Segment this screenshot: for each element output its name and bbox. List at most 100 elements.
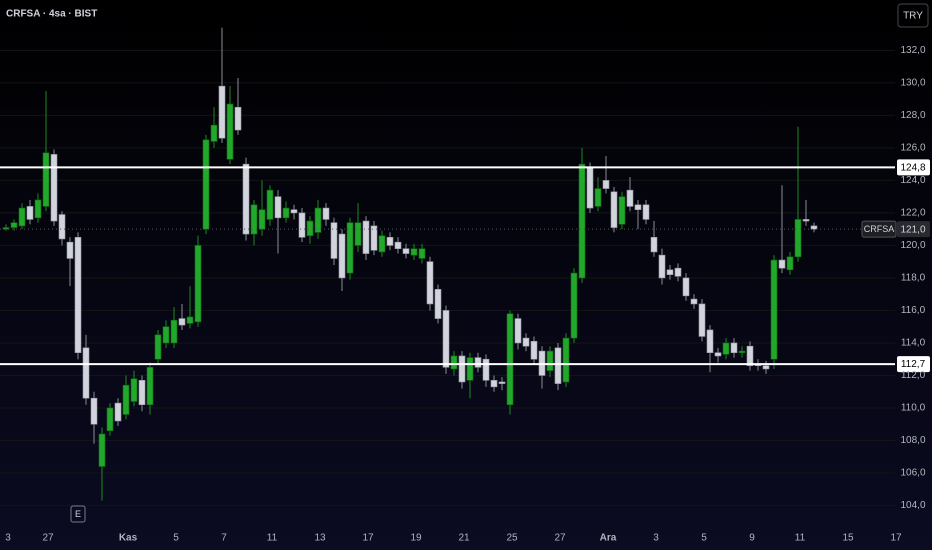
candle-body bbox=[26, 206, 34, 220]
candle-body bbox=[746, 345, 754, 367]
candle-body bbox=[90, 397, 98, 425]
candle-body bbox=[706, 329, 714, 354]
candle-body bbox=[586, 167, 594, 209]
overlay: CRFSA 121,0 124,8 112,7 bbox=[0, 159, 930, 373]
candle-body bbox=[338, 233, 346, 279]
x-tick-label: 13 bbox=[314, 533, 326, 544]
candle-body bbox=[154, 334, 162, 360]
candle-body bbox=[226, 103, 234, 160]
candle-body bbox=[250, 204, 258, 235]
candle-body bbox=[610, 191, 618, 228]
level-tag bbox=[897, 159, 930, 176]
y-tick-label: 112,0 bbox=[901, 370, 926, 381]
candle-body bbox=[778, 259, 786, 269]
chart-title: CRFSA · 4sa · BIST bbox=[6, 9, 97, 20]
candle-body bbox=[418, 248, 426, 259]
y-tick-label: 126,0 bbox=[900, 143, 925, 154]
candle-body bbox=[802, 219, 810, 222]
y-tick-label: 116,0 bbox=[901, 305, 926, 316]
candle-body bbox=[650, 237, 658, 253]
candle-body bbox=[674, 267, 682, 277]
last-price-label: 121,0 bbox=[900, 224, 925, 235]
candle-body bbox=[266, 189, 274, 220]
candle-body bbox=[498, 381, 506, 384]
x-tick-label: 5 bbox=[173, 533, 179, 544]
candle-body bbox=[122, 384, 130, 415]
candle-body bbox=[554, 347, 562, 384]
x-tick-label: 25 bbox=[506, 533, 518, 544]
candle-body bbox=[562, 337, 570, 383]
x-tick-label: 17 bbox=[362, 533, 374, 544]
candle-body bbox=[402, 248, 410, 254]
candle-body bbox=[82, 347, 90, 399]
candle-body bbox=[370, 225, 378, 251]
candle-body bbox=[18, 207, 26, 227]
candle-body bbox=[570, 272, 578, 339]
x-tick-label: 9 bbox=[749, 533, 755, 544]
level-tag bbox=[897, 356, 930, 373]
currency-button[interactable] bbox=[897, 3, 929, 28]
candle-body bbox=[682, 277, 690, 297]
candle-body bbox=[298, 212, 306, 238]
candle-body bbox=[578, 163, 586, 279]
candle-body bbox=[210, 124, 218, 142]
candle-body bbox=[178, 318, 186, 326]
candle-body bbox=[306, 220, 314, 236]
candle-body bbox=[378, 235, 386, 253]
y-tick-label: 128,0 bbox=[900, 110, 925, 121]
candle-body bbox=[146, 367, 154, 406]
x-tick-label: 27 bbox=[554, 533, 566, 544]
candle-body bbox=[290, 209, 298, 214]
x-tick-label: 11 bbox=[795, 533, 806, 544]
candle-body bbox=[50, 154, 58, 222]
candle-body bbox=[346, 222, 354, 274]
x-tick-label: 11 bbox=[267, 533, 278, 544]
currency-label[interactable]: TRY bbox=[903, 11, 923, 22]
candle-body bbox=[74, 237, 82, 354]
candle-body bbox=[530, 341, 538, 360]
candle-body bbox=[202, 139, 210, 230]
x-tick-label: 27 bbox=[42, 533, 54, 544]
event-marker[interactable]: E bbox=[75, 509, 81, 519]
y-tick-label: 118,0 bbox=[901, 273, 926, 284]
candle-body bbox=[722, 342, 730, 355]
candle-body bbox=[602, 180, 610, 189]
candle-body bbox=[698, 303, 706, 337]
y-tick-label: 122,0 bbox=[900, 208, 925, 219]
x-tick-label: 21 bbox=[458, 533, 470, 544]
candle-body bbox=[738, 350, 746, 354]
event-marker-box[interactable] bbox=[70, 505, 86, 523]
candle-body bbox=[690, 298, 698, 305]
y-tick-label: 132,0 bbox=[900, 45, 925, 56]
last-price-tag bbox=[897, 221, 930, 238]
x-tick-label: 3 bbox=[5, 533, 11, 544]
symbol-tag bbox=[861, 220, 897, 238]
candle-body bbox=[330, 222, 338, 259]
x-tick-label: 17 bbox=[890, 533, 902, 544]
level-label: 112,7 bbox=[901, 359, 926, 370]
candle-body bbox=[626, 189, 634, 207]
candle-body bbox=[466, 357, 474, 381]
candle-body bbox=[354, 222, 362, 246]
candle-body bbox=[442, 310, 450, 368]
candle-body bbox=[98, 433, 106, 467]
candle-body bbox=[2, 227, 10, 230]
candle-body bbox=[386, 237, 394, 246]
x-tick-label: 5 bbox=[701, 533, 707, 544]
candle-body bbox=[282, 207, 290, 219]
x-tick-label: 15 bbox=[842, 533, 854, 544]
candle-body bbox=[642, 204, 650, 220]
candle-body bbox=[658, 254, 666, 279]
candle-body bbox=[186, 316, 194, 324]
candle-body bbox=[762, 365, 770, 370]
candles bbox=[2, 27, 818, 501]
candle-body bbox=[514, 318, 522, 344]
candle-body bbox=[194, 245, 202, 323]
x-tick-label: 3 bbox=[653, 533, 659, 544]
candle-body bbox=[162, 326, 170, 344]
symbol-label: CRFSA bbox=[864, 224, 895, 234]
y-tick-label: 108,0 bbox=[900, 435, 925, 446]
y-tick-label: 106,0 bbox=[900, 468, 925, 479]
candle-body bbox=[618, 196, 626, 225]
